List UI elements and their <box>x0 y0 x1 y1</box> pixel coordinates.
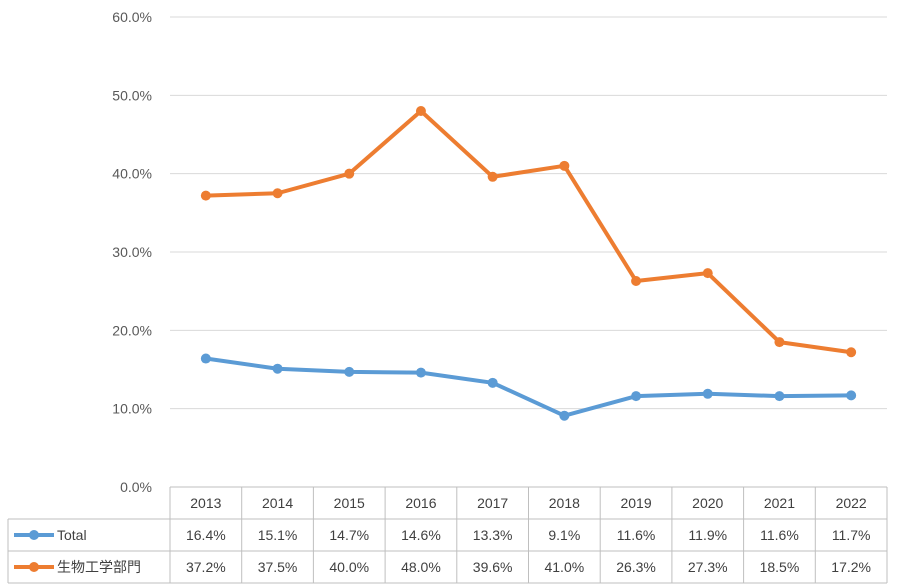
series-1-point <box>344 168 355 179</box>
series-0-point <box>344 366 355 377</box>
y-tick-label: 20.0% <box>112 322 152 338</box>
series-0-point <box>631 391 642 402</box>
data-label: 48.0% <box>401 559 441 575</box>
x-tick-label: 2018 <box>549 495 580 511</box>
y-tick-label: 30.0% <box>112 244 152 260</box>
data-label: 16.4% <box>186 527 226 543</box>
x-tick-label: 2013 <box>190 495 221 511</box>
data-label: 26.3% <box>616 559 656 575</box>
data-table: 2013 2014 2015 2016 2017 2018 2019 2020 2021 2022… <box>7 486 888 584</box>
series-0-point <box>559 410 570 421</box>
data-label: 40.0% <box>329 559 369 575</box>
x-tick-label: 2022 <box>836 495 867 511</box>
data-label: 37.5% <box>258 559 298 575</box>
x-tick-label: 2015 <box>334 495 365 511</box>
data-label: 17.2% <box>831 559 871 575</box>
data-label: 13.3% <box>473 527 513 543</box>
data-label: 11.6% <box>760 527 799 543</box>
data-label: 11.6% <box>617 527 656 543</box>
legend-label: Total <box>57 527 87 543</box>
series-0-point <box>702 388 713 399</box>
series-1-point <box>200 190 211 201</box>
data-label: 14.7% <box>329 527 369 543</box>
data-label: 18.5% <box>760 559 800 575</box>
data-label: 39.6% <box>473 559 513 575</box>
series-0-point <box>272 363 283 374</box>
series-1-point <box>774 337 785 348</box>
series-line-1 <box>203 109 854 355</box>
series-lines <box>203 109 854 418</box>
x-tick-label: 2019 <box>620 495 651 511</box>
x-tick-label: 2016 <box>405 495 436 511</box>
series-1-point <box>846 347 857 358</box>
y-tick-label: 0.0% <box>120 479 152 495</box>
data-label: 14.6% <box>401 527 441 543</box>
x-tick-label: 2020 <box>692 495 723 511</box>
series-line-0 <box>203 356 854 418</box>
data-label: 11.7% <box>832 527 871 543</box>
x-tick-label: 2021 <box>764 495 795 511</box>
data-label: 11.9% <box>688 527 727 543</box>
gridlines <box>170 16 887 410</box>
series-points <box>200 106 857 421</box>
data-label: 37.2% <box>186 559 226 575</box>
data-label: 27.3% <box>688 559 728 575</box>
series-0-point <box>846 390 857 401</box>
series-1-point <box>415 106 426 116</box>
series-1-point <box>702 268 713 279</box>
x-tick-label: 2017 <box>477 495 508 511</box>
y-tick-label: 40.0% <box>112 166 152 182</box>
series-1-point <box>559 160 570 171</box>
y-axis-tick-labels: 0.0% 10.0% 20.0% 30.0% 40.0% 50.0% 60.0% <box>112 9 152 495</box>
y-tick-label: 10.0% <box>112 401 152 417</box>
data-label: 41.0% <box>544 559 584 575</box>
legend-label: 生物工学部門 <box>57 559 141 575</box>
y-tick-label: 50.0% <box>112 87 152 103</box>
series-1-point <box>272 188 283 199</box>
series-0-point <box>774 391 785 402</box>
y-tick-label: 60.0% <box>112 9 152 25</box>
series-0-point <box>200 353 211 364</box>
series-1-point <box>487 171 498 182</box>
series-1-point <box>631 275 642 286</box>
data-label: 15.1% <box>258 527 298 543</box>
series-0-point <box>487 377 498 388</box>
legend-marker-1 <box>29 562 39 572</box>
x-tick-label: 2014 <box>262 495 293 511</box>
series-0-point <box>415 367 426 378</box>
data-label: 9.1% <box>548 527 580 543</box>
legend-marker-0 <box>29 530 39 540</box>
